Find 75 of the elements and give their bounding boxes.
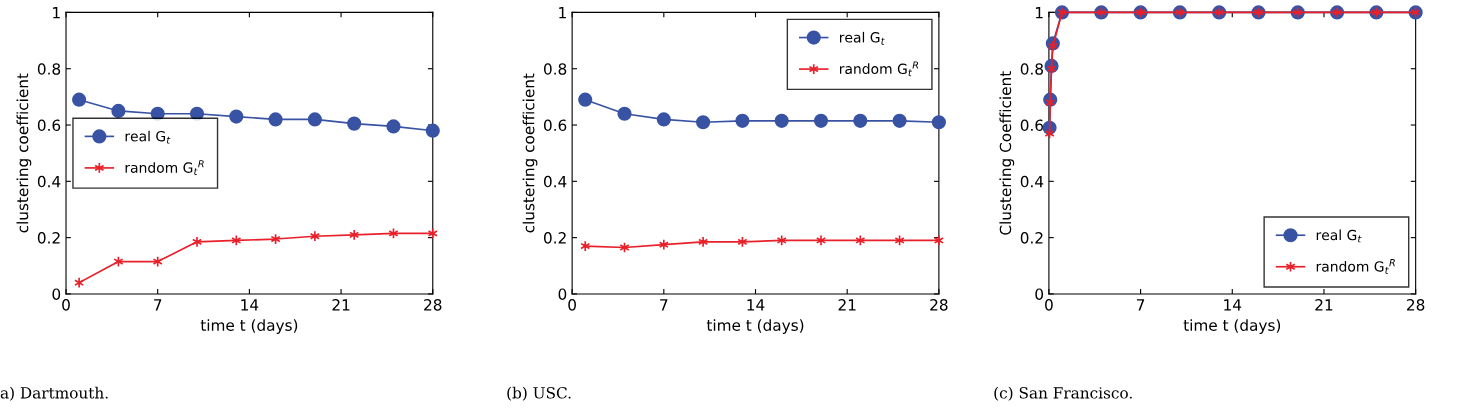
point [658,238,669,251]
y-tick-label: 0.6 [1020,119,1044,132]
point [578,92,593,107]
y-axis-title: Clustering Coefficient [999,71,1015,235]
y-axis-title: clustering coefficient [522,73,538,233]
point [813,113,829,128]
text: (b) USC. [507,386,571,401]
point [229,109,244,124]
legend-label: random G$_{t}$$^{R}$ [125,160,204,175]
text: a) Dartmouth. [0,386,108,401]
y-tick-label: 1 [1036,7,1043,19]
y-axis-title: clustering coefficient [16,73,32,233]
y-tick-label: 0.8 [543,63,567,75]
x-tick-label: 28 [424,299,442,311]
y-tick-label: 0.6 [37,119,61,132]
y-tick-label: 0 [1035,288,1044,300]
x-tick-label: 28 [1407,299,1425,311]
point [1047,40,1058,52]
x-tick-label: 21 [332,299,350,311]
point [307,112,322,127]
point [427,227,438,240]
y-tick-label: 0.2 [37,232,60,244]
point [386,119,401,134]
point [892,113,907,128]
x-axis-title: time t (days) [1183,319,1281,334]
point [309,230,320,242]
y-tick-label: 0 [52,288,61,300]
x-axis-title: time t (days) [706,319,804,334]
y-tick-label: 1 [53,7,60,19]
point [74,276,85,289]
x-tick-label: 14 [747,299,765,311]
x-tick-label: 0 [1045,299,1053,311]
point [698,236,709,248]
y-tick-label: 0 [558,288,567,300]
point [425,123,440,138]
y-tick-label: 0.2 [543,232,566,244]
point [72,92,87,107]
x-tick-label: 21 [1315,299,1333,311]
text: (c) San Francisco. [994,386,1132,401]
point [696,115,711,130]
x-tick-label: 7 [154,299,162,311]
point [853,113,868,128]
y-tick-label: 0.8 [1020,63,1043,75]
point [774,113,789,128]
x-tick-label: 7 [660,299,668,311]
point [349,229,360,241]
y-tick-label: 0.4 [543,175,567,188]
point [191,236,203,248]
x-axis-title: time t (days) [200,319,298,334]
point [347,116,362,131]
y-tick-label: 0.8 [37,63,61,75]
x-tick-label: 28 [930,299,948,311]
point [617,106,632,121]
point [580,240,591,252]
x-tick-label: 0 [568,299,576,311]
x-tick-label: 21 [838,299,856,311]
point [111,103,126,119]
y-tick-label: 0.2 [1020,232,1043,244]
legend-label: real G$_{t}$ [840,31,885,45]
y-tick-label: 0.6 [543,119,567,132]
legend-label: real G$_{t}$ [1316,229,1362,243]
x-tick-label: 14 [1224,299,1242,311]
point [931,115,946,130]
point [735,113,750,128]
y-tick-label: 0.4 [1020,175,1044,188]
point [656,112,671,127]
x-tick-label: 14 [241,299,259,311]
legend-label: real G$_{t}$ [125,130,171,144]
y-tick-label: 1 [559,7,566,19]
point [268,112,283,127]
x-tick-label: 7 [1136,299,1145,311]
x-tick-label: 0 [62,299,70,311]
y-tick-label: 0.4 [37,175,61,188]
legend-label: random G$_{t}$$^{R}$ [1316,259,1395,274]
legend-label: random G$_{t}$$^{R}$ [840,61,919,77]
